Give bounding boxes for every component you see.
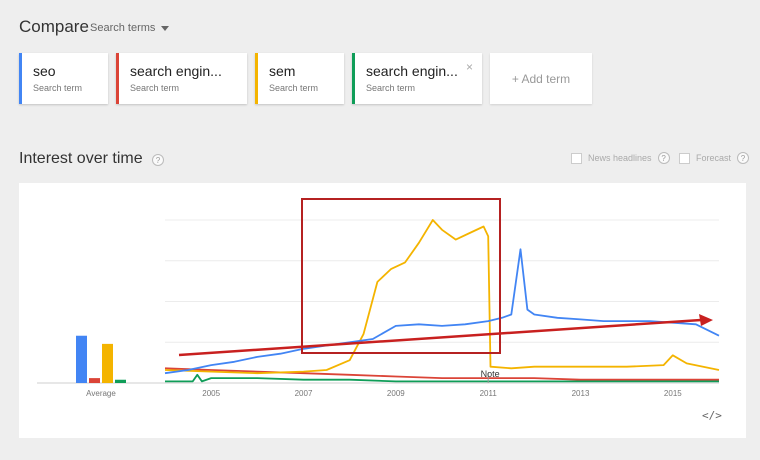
chevron-down-icon [161, 25, 170, 31]
term-color-bar [19, 53, 22, 104]
forecast-label: Forecast [696, 153, 732, 163]
average-bar [102, 343, 113, 383]
series-line [165, 373, 719, 383]
note-label[interactable]: Note [481, 369, 500, 379]
news-headlines-label: News headlines [588, 153, 652, 163]
term-card-2[interactable]: search engin... Search term [116, 53, 247, 104]
help-icon[interactable]: ? [737, 152, 750, 164]
term-name: seo [33, 63, 56, 79]
average-bar [115, 379, 126, 383]
average-bar [76, 335, 87, 383]
x-tick-label: 2013 [572, 389, 590, 398]
forecast-option[interactable]: Forecast ? [679, 152, 750, 164]
chart-svg: Average 2005 2007 2009 2011 2013 2015 Note [37, 198, 720, 398]
x-tick-label: 2011 [480, 389, 498, 398]
term-name: search engin... [366, 63, 458, 79]
section-title: Interest over time [19, 150, 143, 167]
term-card-1[interactable]: seo Search term [19, 53, 108, 104]
highlight-box-annotation [301, 198, 501, 354]
term-color-bar [116, 53, 119, 104]
arrow-head-icon [699, 314, 713, 326]
series-line [164, 219, 720, 375]
x-tick-label: 2009 [387, 389, 405, 398]
term-card-3[interactable]: sem Search term [255, 53, 344, 104]
interest-over-time-chart: Average 2005 2007 2009 2011 2013 2015 Note </> [19, 183, 746, 438]
search-terms-label: Search terms [90, 22, 156, 34]
average-label: Average [86, 389, 116, 398]
term-name: sem [269, 63, 296, 79]
search-terms-dropdown[interactable]: Search terms [90, 22, 170, 34]
trend-arrow-annotation [178, 318, 702, 357]
add-term-button[interactable]: + Add term [490, 53, 592, 104]
term-subtitle: Search term [33, 83, 83, 93]
term-subtitle: Search term [366, 83, 416, 93]
compare-title: Compare [19, 17, 89, 36]
embed-code-icon[interactable]: </> [702, 409, 722, 422]
series-line [164, 248, 720, 375]
x-tick-label: 2015 [664, 389, 682, 398]
help-icon[interactable]: ? [657, 152, 670, 164]
help-icon[interactable]: ? [152, 154, 164, 166]
average-bar [89, 378, 100, 383]
news-headlines-option[interactable]: News headlines ? [571, 152, 670, 164]
series-line [164, 367, 719, 381]
term-color-bar [352, 53, 355, 104]
x-tick-label: 2005 [202, 389, 220, 398]
term-color-bar [255, 53, 258, 104]
term-subtitle: Search term [130, 83, 180, 93]
term-name: search engin... [130, 63, 222, 79]
term-subtitle: Search term [269, 83, 319, 93]
close-icon[interactable]: × [465, 60, 473, 74]
x-tick-label: 2007 [295, 389, 313, 398]
forecast-checkbox[interactable] [679, 152, 690, 164]
news-headlines-checkbox[interactable] [571, 152, 582, 164]
term-card-4[interactable]: search engin... Search term × [352, 53, 482, 104]
